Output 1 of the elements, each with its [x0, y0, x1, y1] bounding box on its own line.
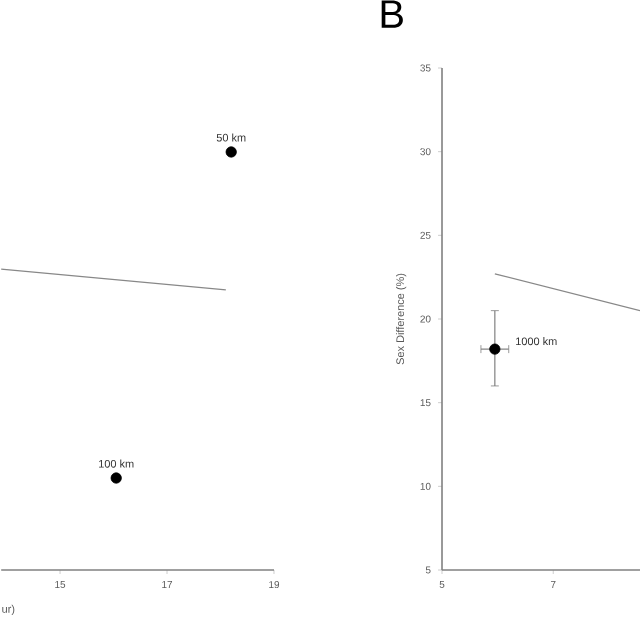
chart-title: B [381, 0, 403, 28]
